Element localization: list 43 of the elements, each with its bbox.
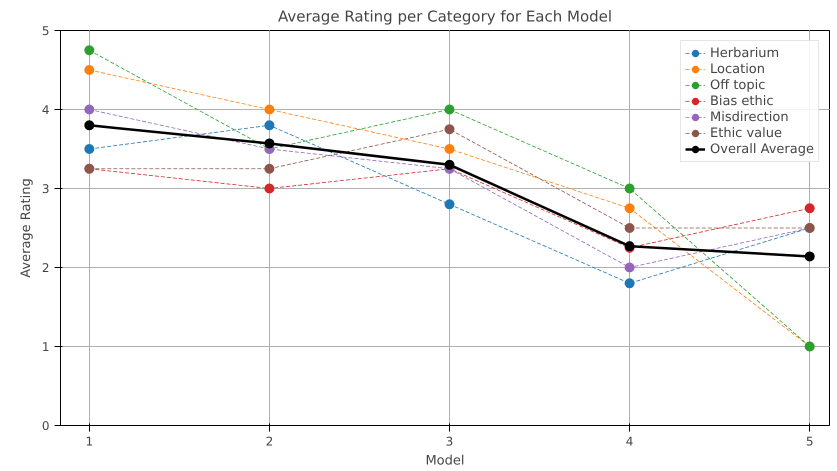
- legend-label: Ethic value: [710, 125, 782, 141]
- point: [84, 144, 94, 154]
- point: [444, 144, 454, 154]
- legend-label: Misdirection: [710, 109, 789, 125]
- point: [624, 262, 635, 272]
- legend-label: Herbarium: [710, 45, 780, 61]
- legend-label: Overall Average: [710, 141, 814, 157]
- point: [264, 120, 274, 130]
- y-axis-title: Average Rating: [18, 178, 34, 278]
- legend-label: Off topic: [710, 77, 766, 93]
- point: [264, 164, 274, 174]
- point: [804, 203, 815, 214]
- point: [804, 251, 815, 262]
- point: [84, 104, 94, 114]
- point: [264, 184, 274, 194]
- point: [444, 199, 454, 210]
- point: [264, 104, 274, 114]
- point: [624, 184, 635, 194]
- x-tick-label: 3: [446, 434, 454, 448]
- legend-label: Bias ethic: [710, 93, 774, 109]
- y-tick-label: 1: [42, 340, 50, 354]
- chart-title: Average Rating per Category for Each Model: [278, 8, 612, 26]
- x-tick-label: 1: [86, 434, 94, 448]
- y-tick-label: 5: [42, 24, 50, 38]
- point: [444, 104, 454, 114]
- point: [624, 278, 635, 288]
- point: [84, 45, 94, 56]
- point: [624, 203, 635, 214]
- point: [84, 65, 94, 75]
- point: [444, 160, 454, 170]
- x-tick-label: 5: [806, 434, 814, 448]
- point: [444, 124, 454, 134]
- x-axis-title: Model: [425, 454, 465, 468]
- legend-label: Location: [710, 61, 765, 77]
- y-tick-label: 2: [42, 261, 50, 275]
- y-tick-label: 3: [42, 182, 50, 196]
- point: [84, 120, 94, 130]
- point: [264, 138, 274, 148]
- x-tick-label: 4: [626, 434, 634, 448]
- y-tick-label: 4: [42, 103, 50, 117]
- y-tick-label: 0: [42, 419, 50, 433]
- x-tick-label: 2: [266, 434, 274, 448]
- point: [624, 223, 635, 233]
